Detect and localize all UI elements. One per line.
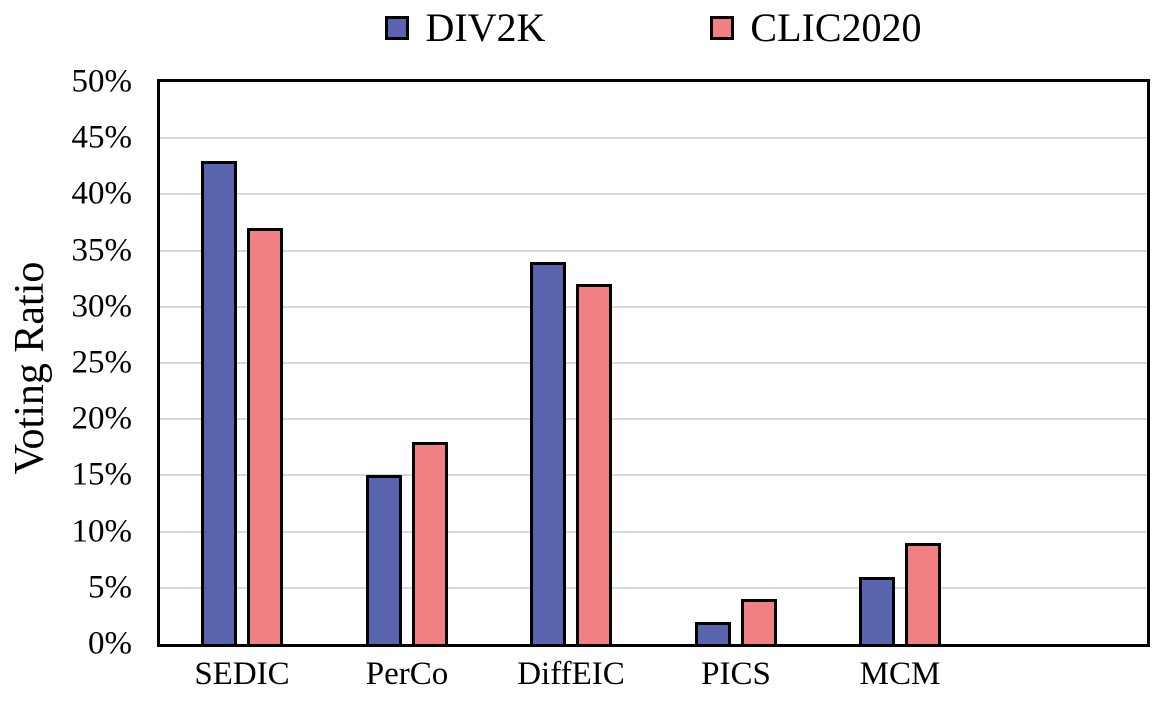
x-category-label-DiffEIC: DiffEIC [517, 656, 625, 692]
gridline-45 [160, 137, 1147, 140]
y-tick-label-45: 45% [71, 119, 133, 156]
legend: DIV2K CLIC2020 [157, 2, 1150, 54]
bar-PICS-CLIC2020 [741, 599, 777, 644]
gridline-30 [160, 305, 1147, 308]
y-tick-label-20: 20% [71, 400, 133, 437]
x-category-label-SEDIC: SEDIC [194, 656, 290, 692]
bar-MCM-CLIC2020 [905, 543, 941, 644]
y-tick-label-0: 0% [88, 625, 132, 662]
y-tick-label-35: 35% [71, 232, 133, 269]
plot-area [157, 79, 1150, 647]
bar-PICS-DIV2K [695, 622, 731, 644]
legend-swatch-div2k [385, 16, 410, 40]
gridline-35 [160, 249, 1147, 252]
legend-item-div2k: DIV2K [385, 8, 545, 48]
y-tick-label-25: 25% [71, 344, 133, 381]
bar-MCM-DIV2K [859, 577, 895, 644]
bar-DiffEIC-DIV2K [530, 262, 566, 644]
gridline-15 [160, 474, 1147, 477]
legend-label-div2k: DIV2K [425, 5, 546, 50]
bar-SEDIC-CLIC2020 [247, 228, 283, 644]
x-category-label-PICS: PICS [701, 656, 771, 692]
y-tick-label-10: 10% [71, 513, 133, 550]
x-category-label-MCM: MCM [859, 656, 941, 692]
y-tick-label-40: 40% [71, 175, 133, 212]
y-tick-label-15: 15% [71, 456, 133, 493]
y-tick-label-5: 5% [88, 569, 132, 606]
x-category-label-PerCo: PerCo [365, 656, 449, 692]
gridline-5 [160, 586, 1147, 589]
y-tick-label-30: 30% [71, 288, 133, 325]
bar-PerCo-DIV2K [366, 475, 402, 644]
bar-SEDIC-DIV2K [201, 161, 237, 644]
gridline-25 [160, 362, 1147, 364]
gridline-20 [160, 418, 1147, 421]
legend-item-clic2020: CLIC2020 [710, 5, 922, 50]
legend-label-clic2020: CLIC2020 [750, 5, 922, 50]
gridline-40 [160, 193, 1147, 196]
gridline-10 [160, 530, 1147, 533]
bar-PerCo-CLIC2020 [412, 442, 448, 644]
legend-swatch-clic2020 [710, 16, 735, 40]
bar-DiffEIC-CLIC2020 [576, 284, 612, 644]
y-tick-label-50: 50% [71, 63, 133, 100]
